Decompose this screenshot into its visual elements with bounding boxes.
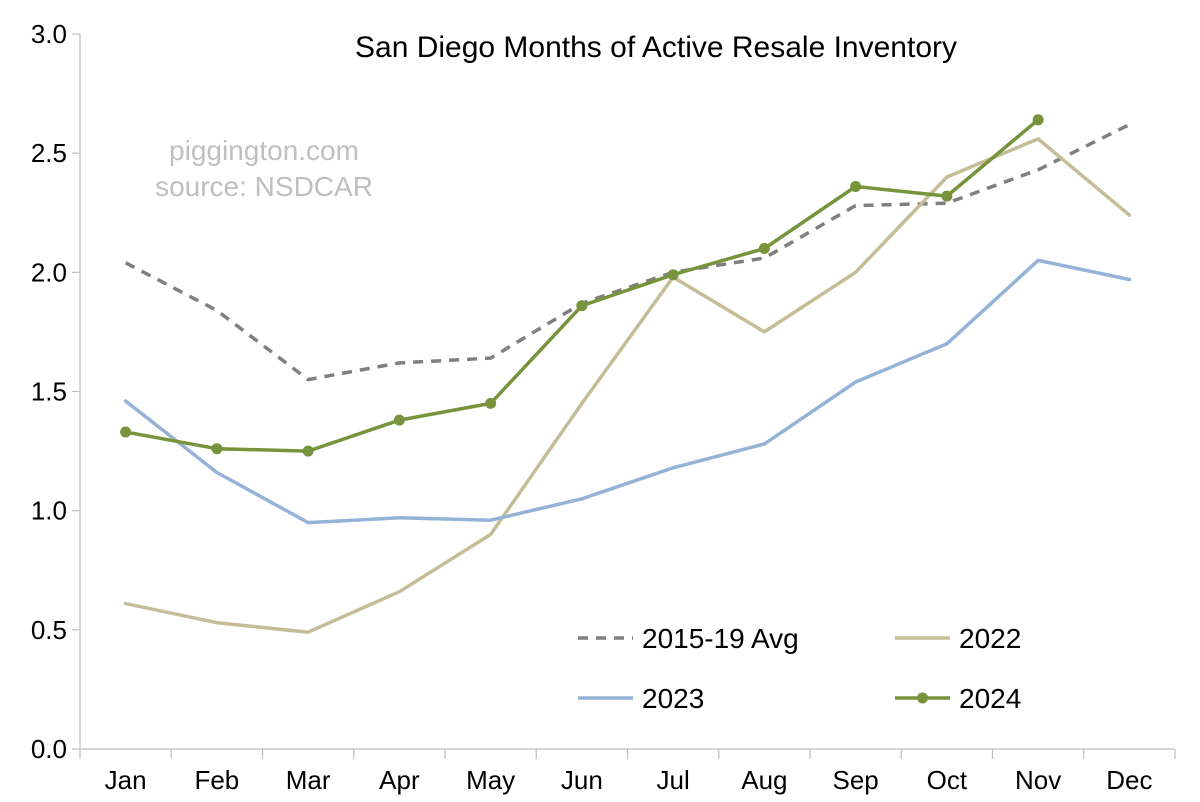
data-point (941, 190, 953, 202)
legend-label: 2023 (642, 683, 704, 714)
x-tick-label: Feb (194, 765, 239, 795)
series-lines (120, 114, 1132, 634)
chart-title: San Diego Months of Active Resale Invent… (355, 31, 957, 64)
data-point (850, 181, 862, 193)
watermark-source: source: NSDCAR (155, 171, 373, 202)
series-line-2022 (123, 137, 1132, 634)
legend: 2015-19 Avg 2022 2023 2024 (578, 623, 1021, 714)
x-tick-label: Oct (927, 765, 968, 795)
y-tick-label: 1.0 (31, 496, 67, 526)
x-tick-label: Jun (561, 765, 603, 795)
x-tick-label: Mar (286, 765, 331, 795)
x-tick-label: Sep (832, 765, 878, 795)
data-point (393, 414, 405, 426)
data-point (576, 300, 588, 312)
data-point (211, 443, 223, 455)
data-point (120, 426, 132, 438)
y-tick-label: 3.0 (31, 19, 67, 49)
data-point (667, 269, 679, 281)
data-point (302, 445, 314, 457)
y-tick-label: 2.5 (31, 138, 67, 168)
axes: 0.0 0.5 1.0 1.5 2.0 2.5 3.0 Jan Feb Mar Apr May Jun J… (31, 19, 1176, 795)
legend-label: 2015-19 Avg (642, 623, 799, 654)
y-tick-label: 2.0 (31, 257, 67, 287)
x-tick-label: Dec (1106, 765, 1152, 795)
legend-label: 2022 (959, 623, 1021, 654)
watermark-site: piggington.com (169, 135, 359, 166)
data-point (1032, 114, 1044, 126)
x-tick-label: Aug (741, 765, 787, 795)
y-tick-label: 0.5 (31, 615, 67, 645)
x-tick-label: May (466, 765, 515, 795)
series-line-2023 (123, 258, 1132, 525)
y-tick-label: 1.5 (31, 377, 67, 407)
legend-marker (917, 692, 928, 704)
x-tick-label: Apr (379, 765, 420, 795)
x-tick-label: Jan (105, 765, 147, 795)
data-point (485, 397, 497, 409)
legend-label: 2024 (959, 683, 1021, 714)
series-line-2015-19-avg (124, 123, 1131, 382)
y-tick-label: 0.0 (31, 734, 67, 764)
x-tick-label: Jul (657, 765, 690, 795)
data-point (758, 243, 770, 254)
x-tick-label: Nov (1015, 765, 1061, 795)
